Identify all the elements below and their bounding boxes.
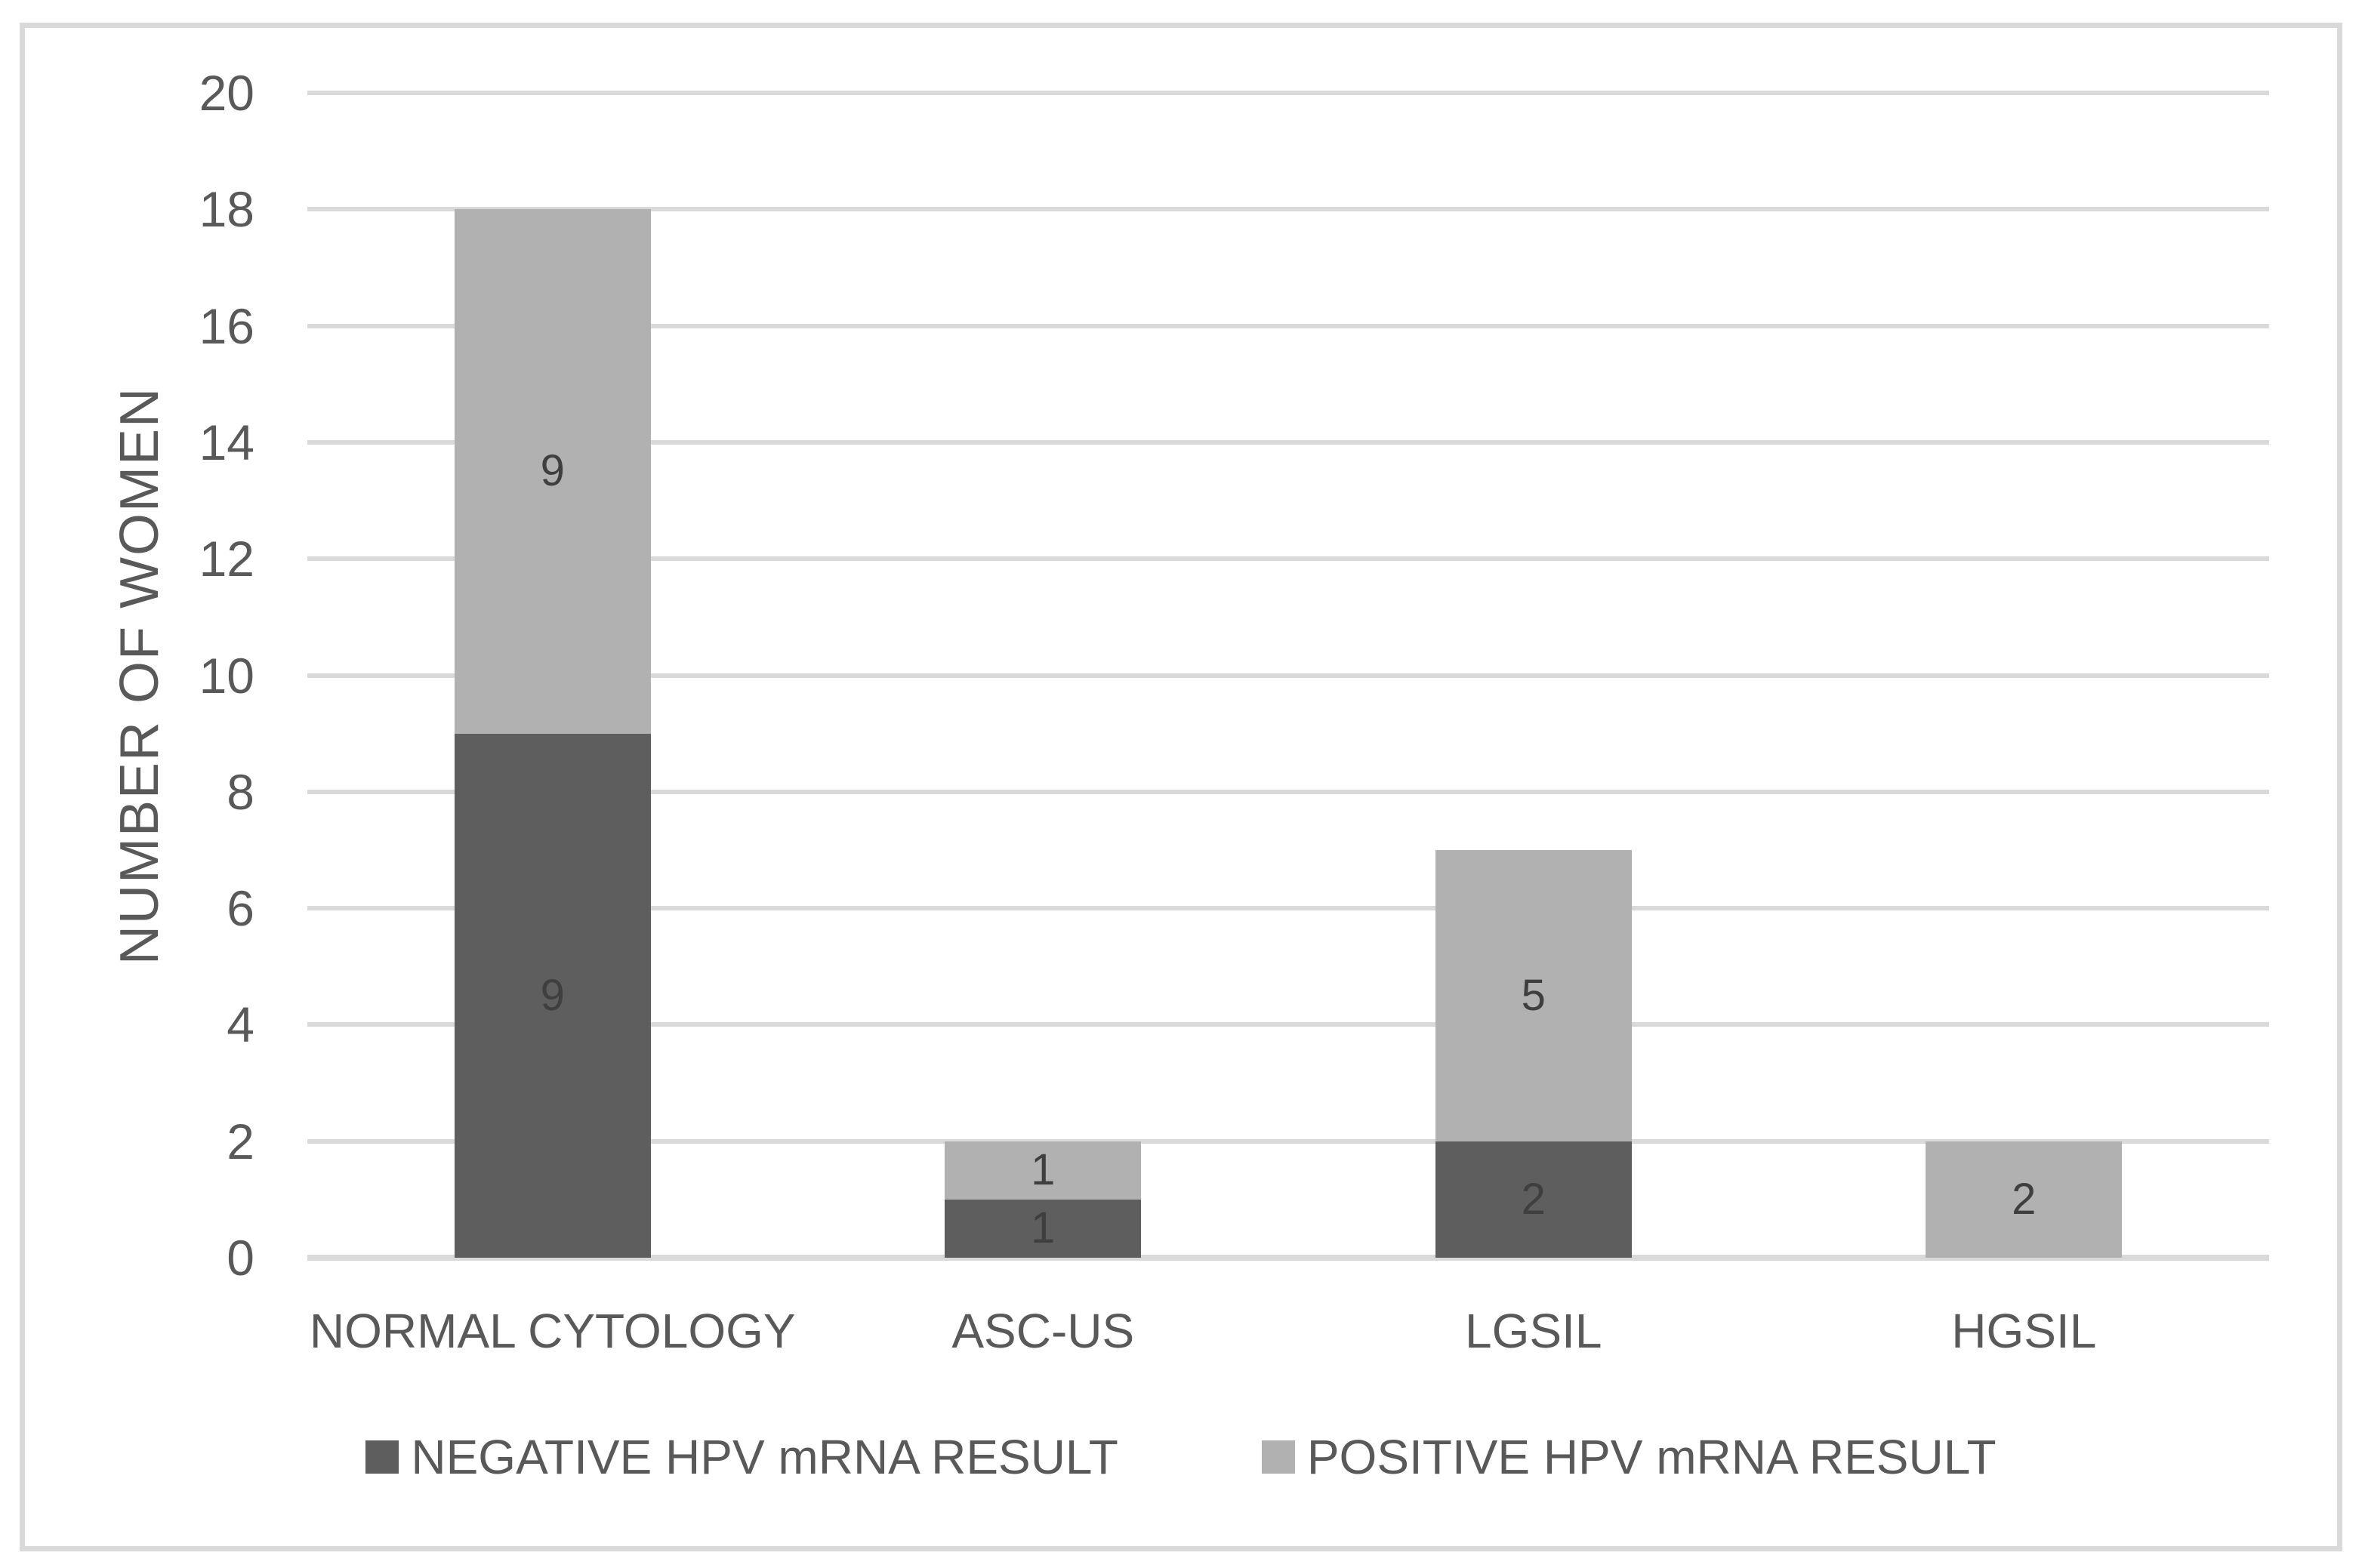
category-label: NORMAL CYTOLOGY xyxy=(309,1304,796,1358)
y-tick-label: 0 xyxy=(227,1230,254,1286)
gridline xyxy=(307,1138,2269,1144)
data-label: 2 xyxy=(2012,1174,2037,1224)
gridline xyxy=(307,673,2269,678)
bar-segment-negative xyxy=(1435,1141,1632,1258)
legend-label: POSITIVE HPV mRNA RESULT xyxy=(1306,1430,1997,1484)
gridline xyxy=(307,207,2269,212)
data-label: 9 xyxy=(540,446,565,496)
data-label: 5 xyxy=(1521,970,1546,1020)
category-label: HGSIL xyxy=(1951,1304,2097,1358)
y-tick-label: 6 xyxy=(227,880,254,937)
legend-item-positive: POSITIVE HPV mRNA RESULT xyxy=(1261,1424,1997,1490)
bar-segment-negative xyxy=(945,1199,1142,1258)
y-tick-label: 16 xyxy=(199,297,254,354)
y-tick-label: 14 xyxy=(199,414,254,470)
legend-item-negative: NEGATIVE HPV mRNA RESULT xyxy=(365,1424,1118,1490)
bar-segment-positive xyxy=(454,209,651,734)
bar-segment-positive xyxy=(1926,1141,2123,1258)
category-label: ASC-US xyxy=(951,1304,1135,1358)
category-label: LGSIL xyxy=(1465,1304,1602,1358)
y-tick-label: 20 xyxy=(199,65,254,121)
y-tick-label: 10 xyxy=(199,647,254,704)
gridline xyxy=(307,789,2269,794)
legend-swatch-icon xyxy=(1261,1440,1295,1474)
bar-segment-negative xyxy=(454,733,651,1258)
data-label: 1 xyxy=(1031,1145,1056,1195)
gridline xyxy=(307,1022,2269,1027)
gridline xyxy=(307,323,2269,328)
gridline xyxy=(307,556,2269,562)
y-tick-label: 18 xyxy=(199,181,254,238)
gridline xyxy=(307,906,2269,911)
data-label: 1 xyxy=(1031,1203,1056,1253)
figure-border xyxy=(20,23,2342,1551)
gridline xyxy=(307,91,2269,95)
y-tick-label: 4 xyxy=(227,997,254,1053)
gridline xyxy=(307,439,2269,445)
bar-segment-positive xyxy=(945,1141,1142,1200)
legend-label: NEGATIVE HPV mRNA RESULT xyxy=(411,1430,1118,1484)
y-tick-label: 2 xyxy=(227,1113,254,1169)
legend: NEGATIVE HPV mRNA RESULT POSITIVE HPV mRN… xyxy=(0,1424,2362,1490)
legend-swatch-icon xyxy=(365,1440,399,1474)
data-label: 2 xyxy=(1521,1174,1546,1224)
y-tick-label: 8 xyxy=(227,763,254,820)
bar-segment-positive xyxy=(1435,849,1632,1141)
data-label: 9 xyxy=(540,970,565,1020)
x-axis-baseline xyxy=(307,1255,2269,1261)
y-tick-label: 12 xyxy=(199,531,254,587)
